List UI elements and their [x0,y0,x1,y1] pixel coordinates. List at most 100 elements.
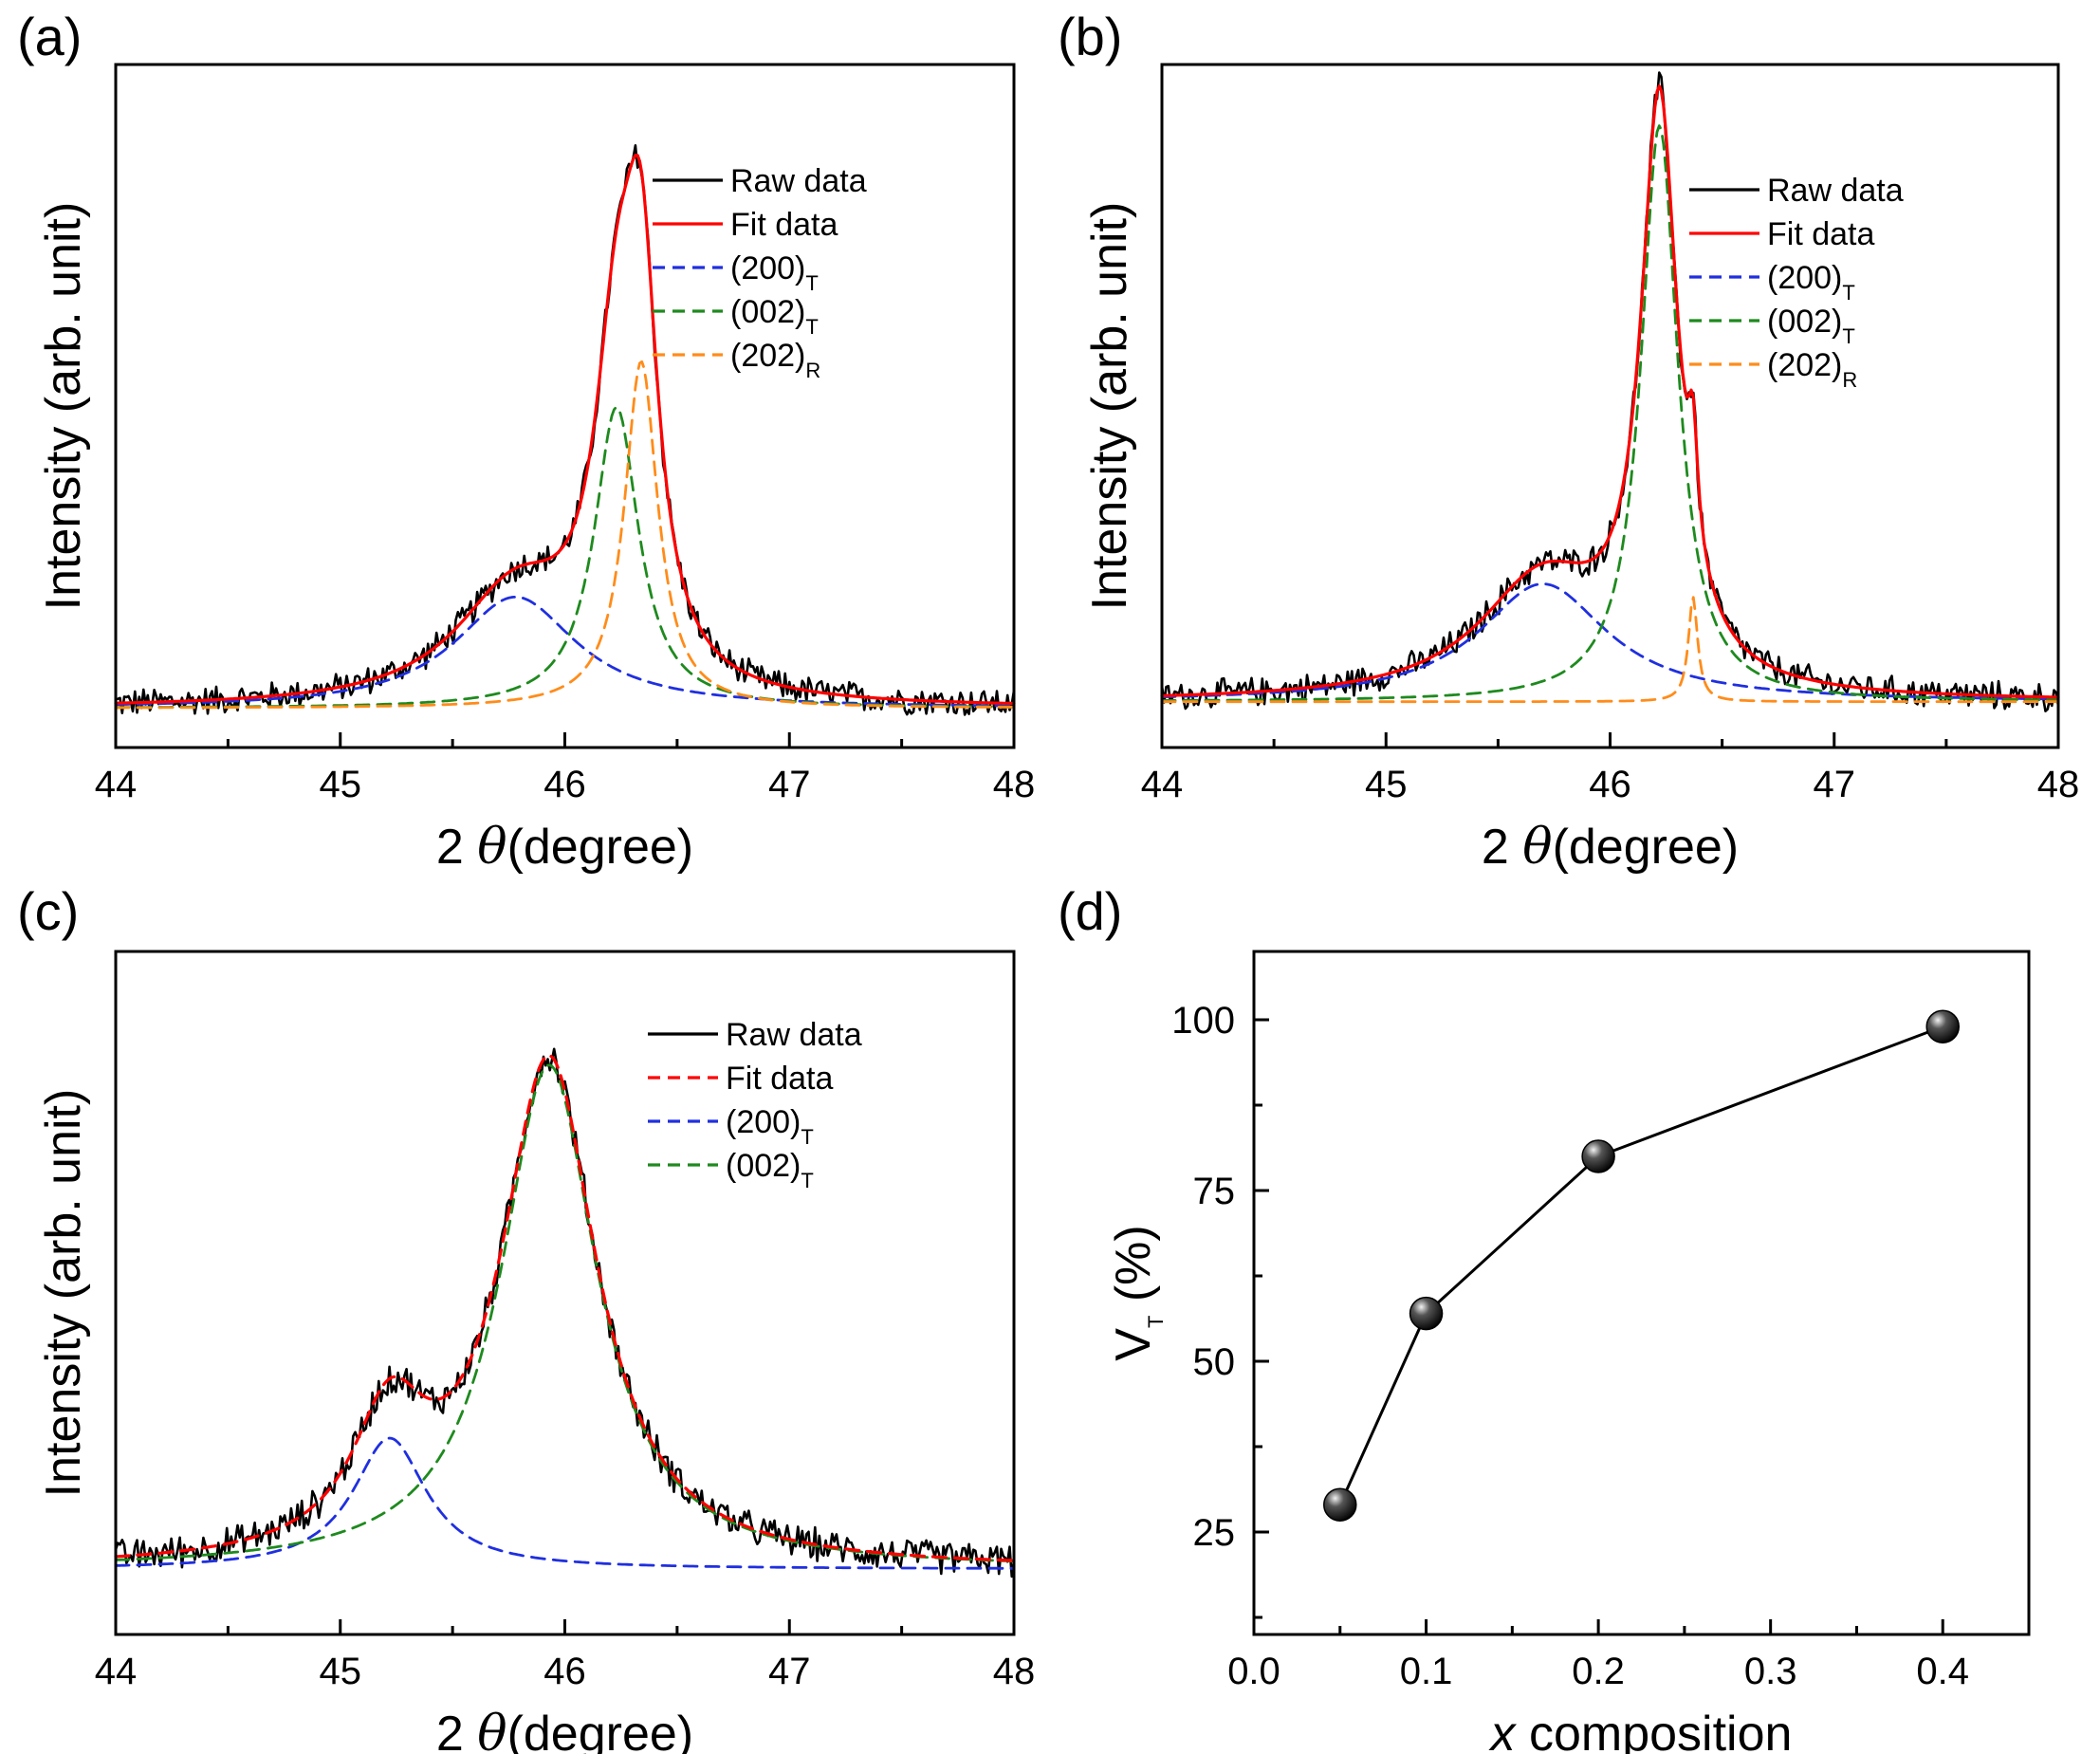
raw-data-line [114,1047,1016,1579]
legend-entry: (002)T [726,1148,814,1192]
legend-label: Raw data [730,163,867,199]
x-axis-label-prefix: 2 [1482,820,1522,875]
x-axis-label: 2 θ(degree) [436,819,693,876]
legend-subscript: T [801,1125,813,1149]
x-tick-label: 48 [993,1651,1036,1692]
x-axis-label-prefix: 2 [436,820,477,875]
panels: 44 45 46 47 482 θ(degree)Intensity (arb. uni… [17,7,2079,1754]
data-point [1925,1009,1960,1043]
legend-label: (002) [730,294,805,330]
fit-data-line [114,1054,1016,1562]
x-tick-label: 47 [768,1651,811,1692]
legend-subscript: T [1842,281,1854,305]
x-axis-label-suffix: (degree) [507,820,694,875]
legend-entry: (002)T [730,294,819,339]
legend-label: Raw data [1767,173,1904,209]
raw-data-line [114,144,1016,716]
x-tick-label: 0.4 [1916,1651,1969,1692]
x-tick-label: 0.1 [1400,1651,1453,1692]
x-axis-label-prefix: 2 [436,1707,477,1754]
x-axis-label-suffix: (degree) [507,1707,694,1754]
y-axis-label: Intensity (arb. unit) [1082,202,1137,611]
peak-line-(002)T [1160,124,2060,702]
x-axis-label-symbol: θ [1522,819,1552,876]
legend-label: (002) [1767,304,1842,340]
legend-entry: Raw data [730,163,867,199]
legend-subscript: R [805,359,820,382]
legend-label: Fit data [1767,216,1874,252]
legend-label: (200) [1767,260,1842,296]
y-axis-label-main: V [1106,1328,1161,1361]
legend-entry: (200)T [730,250,819,295]
x-tick-label: 0.0 [1227,1651,1280,1692]
x-tick-label: 47 [1814,764,1856,805]
y-axis-label-subscript: T [1144,1316,1168,1328]
y-tick-label: 100 [1171,1000,1235,1042]
legend-subscript: R [1842,368,1857,392]
plot-frame [114,950,1016,1636]
x-axis-label-suffix: (degree) [1553,820,1740,875]
legend-label: Fit data [726,1061,833,1097]
legend-subscript: T [801,1169,813,1192]
legend-subscript: T [805,271,818,295]
x-axis-label-symbol: x [1488,1707,1518,1754]
legend-entry: Fit data [730,207,838,243]
y-axis-label: Intensity (arb. unit) [36,202,91,611]
plot-frame [1252,950,2031,1636]
raw-data-line [1160,71,2060,712]
legend-entry: Fit data [1767,216,1874,252]
x-tick-label: 44 [95,1651,138,1692]
y-axis-label: Intensity (arb. unit) [36,1089,91,1498]
legend-label: (002) [726,1148,801,1184]
panel-label: (b) [1058,7,1122,66]
y-tick-label: 25 [1193,1512,1236,1554]
legend-entry: Raw data [1767,173,1904,209]
peak-line-(200)T [114,1436,1016,1570]
x-tick-label: 45 [320,764,362,805]
legend-entry: (200)T [726,1104,814,1149]
legend-entry: (002)T [1767,304,1855,348]
x-axis-label-symbol: θ [477,1706,507,1754]
legend-entry: Fit data [726,1061,833,1097]
panel-c: 44 45 46 47 48 2 θ(degree) Intensity (arb. uni… [17,881,1035,1754]
x-axis-label-suffix: composition [1516,1707,1793,1754]
data-point [1409,1296,1444,1331]
x-tick-label: 45 [1365,764,1408,805]
panel-b: 44 45 46 47 48 2 θ(degree) Intensity (arb. uni… [1058,7,2079,876]
legend-label: (202) [730,338,805,374]
fit-data-line [114,154,1016,706]
panel-a: 44 45 46 47 48 2 θ(degree) Intensity (arb. uni… [17,7,1035,876]
x-tick-label: 0.3 [1744,1651,1797,1692]
y-tick-label: 75 [1193,1171,1236,1212]
peak-line-(002)T [114,405,1016,710]
y-tick-label: 50 [1193,1341,1236,1383]
legend-label: Fit data [730,207,838,243]
x-tick-label: 45 [320,1651,362,1692]
data-line [1338,1025,1943,1505]
x-tick-label: 48 [2037,764,2080,805]
panel-label: (d) [1058,881,1122,941]
x-tick-label: 46 [1589,764,1631,805]
legend-entry: Raw data [726,1017,862,1053]
peak-line-(002)T [114,1063,1016,1563]
y-axis-label-suffix: (%) [1106,1225,1161,1315]
x-tick-label: 44 [95,764,138,805]
legend-label: (200) [726,1104,801,1140]
data-point [1581,1139,1615,1173]
x-tick-label: 44 [1141,764,1184,805]
legend-subscript: T [805,315,818,339]
x-axis-label: x composition [1488,1707,1793,1754]
y-axis-label: VT (%) [1106,1225,1168,1360]
fit-data-line [1160,84,2060,699]
legend-label: Raw data [726,1017,862,1053]
panel-label: (a) [17,7,82,66]
plot-frame [1160,63,2060,749]
legend: Raw data Fit data (200)T(002)T(202)R [1689,173,1904,392]
legend-entry: (202)R [1767,347,1857,392]
x-tick-label: 46 [543,1651,586,1692]
x-axis-label: 2 θ(degree) [436,1706,693,1754]
x-tick-label: 0.2 [1572,1651,1625,1692]
